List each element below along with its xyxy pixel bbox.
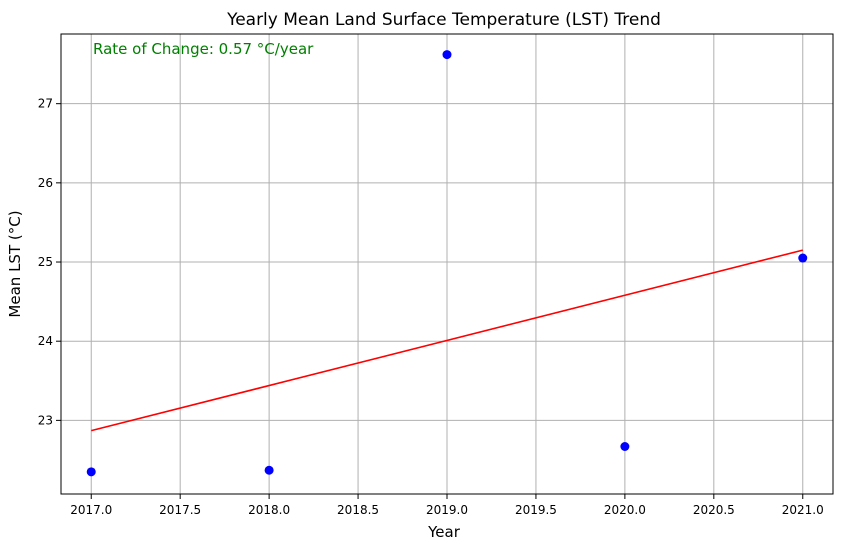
x-tick-label: 2020.0 xyxy=(604,503,646,517)
series-layer xyxy=(86,50,808,477)
y-tick-label: 26 xyxy=(38,176,53,190)
x-tick-label: 2017.5 xyxy=(159,503,201,517)
x-tick-label: 2021.0 xyxy=(782,503,824,517)
x-axis-label: Year xyxy=(427,523,461,541)
y-tick-label: 25 xyxy=(38,255,53,269)
y-tick-label: 27 xyxy=(38,97,53,111)
x-tick-label: 2019.0 xyxy=(426,503,468,517)
x-tick-label: 2017.0 xyxy=(70,503,112,517)
y-axis-label: Mean LST (°C) xyxy=(6,210,24,317)
y-tick-label: 23 xyxy=(38,413,53,427)
data-point xyxy=(620,441,630,451)
grid-layer xyxy=(61,34,833,494)
x-tick-label: 2018.0 xyxy=(248,503,290,517)
rate-annotation: Rate of Change: 0.57 °C/year xyxy=(93,40,314,58)
x-tick-label: 2018.5 xyxy=(337,503,379,517)
x-tick-label: 2019.5 xyxy=(515,503,557,517)
data-point xyxy=(264,465,274,475)
y-tick-label: 24 xyxy=(38,334,53,348)
x-tick-label: 2020.5 xyxy=(693,503,735,517)
tick-layer: 2017.0 2017.5 2018.0 2018.5 2019.0 2019.5 2020… xyxy=(38,97,824,517)
data-point xyxy=(798,253,808,263)
chart-title: Yearly Mean Land Surface Temperature (LS… xyxy=(226,10,661,30)
trend-line xyxy=(91,249,803,432)
data-point xyxy=(86,467,96,477)
data-point xyxy=(442,50,452,60)
